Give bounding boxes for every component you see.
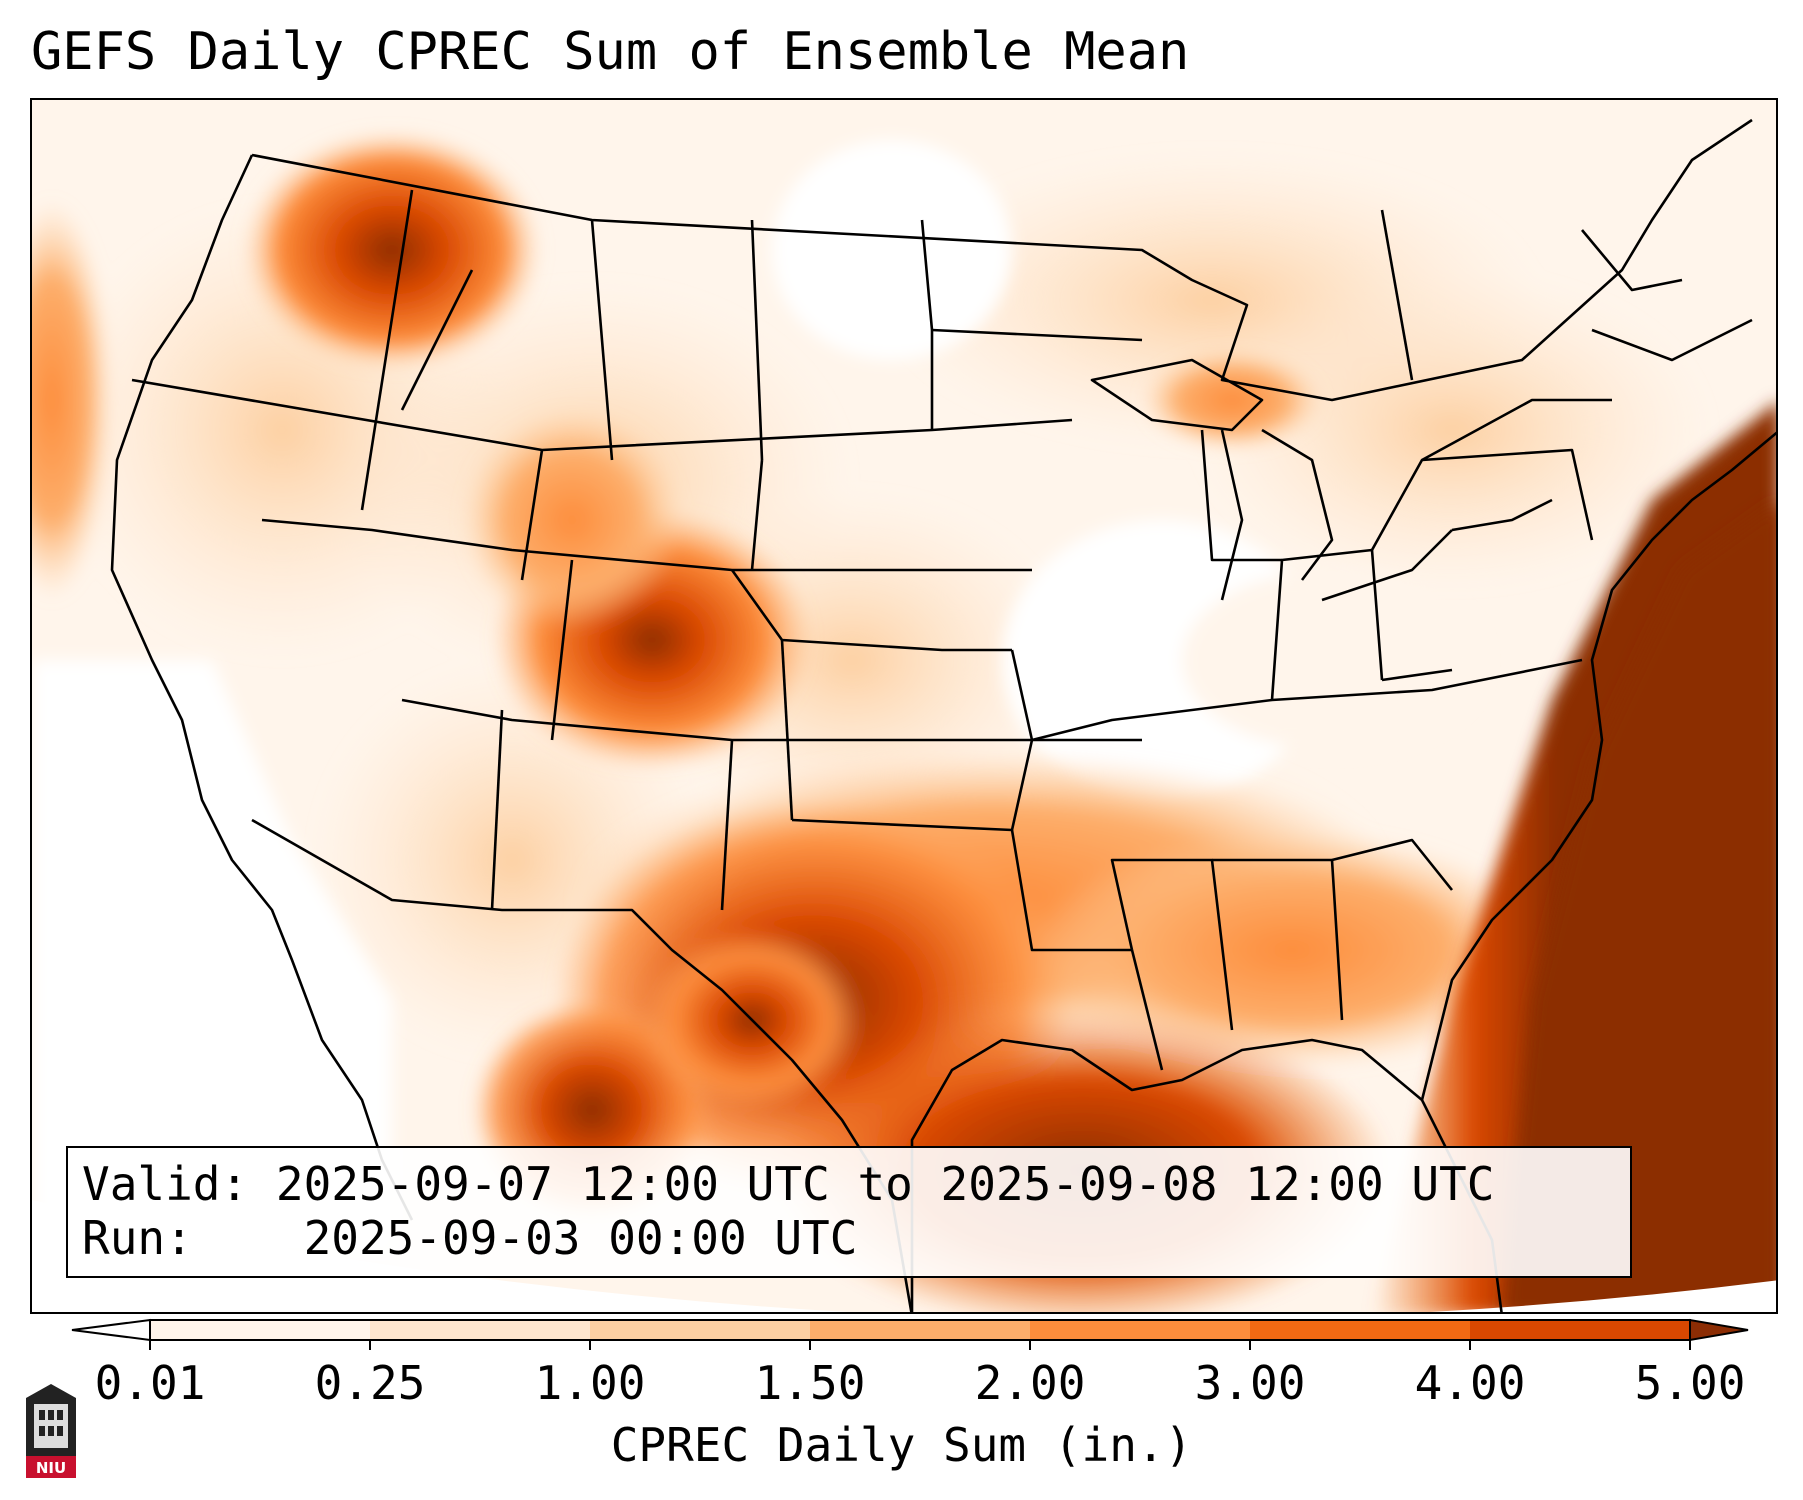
colorbar-tick-label: 1.50: [754, 1356, 866, 1410]
colorbar-segment: [1470, 1320, 1691, 1340]
map-svg: [32, 100, 1776, 1312]
valid-value: 2025-09-07 12:00 UTC to 2025-09-08 12:00…: [275, 1157, 1495, 1211]
colorbar-segment: [370, 1320, 591, 1340]
colorbar-segment: [150, 1320, 371, 1340]
niu-logo: NIU: [26, 1384, 76, 1478]
map-title: GEFS Daily CPREC Sum of Ensemble Mean: [31, 22, 1190, 82]
colorbar-label: CPREC Daily Sum (in.): [610, 1418, 1193, 1472]
colorbar-segment: [1030, 1320, 1251, 1340]
colorbar-tick-label: 0.25: [314, 1356, 426, 1410]
precipitation-map[interactable]: [30, 98, 1778, 1314]
valid-label: Valid:: [82, 1157, 249, 1211]
precip-field-none: [32, 140, 1482, 1250]
colorbar-segment: [590, 1320, 811, 1340]
colorbar: [71, 1318, 1749, 1350]
run-value: 2025-09-03 00:00 UTC: [303, 1211, 858, 1265]
colorbar-segment: [810, 1320, 1031, 1340]
colorbar-tick-label: 4.00: [1414, 1356, 1526, 1410]
colorbar-over-arrow: [1689, 1318, 1749, 1342]
colorbar-ticks: [149, 1340, 1691, 1350]
colorbar-tick-label: 0.01: [94, 1356, 206, 1410]
colorbar-tick-label: 2.00: [974, 1356, 1086, 1410]
colorbar-segments: [71, 1318, 1749, 1342]
colorbar-tick-label: 3.00: [1194, 1356, 1306, 1410]
svg-text:NIU: NIU: [36, 1459, 66, 1477]
colorbar-tick-label: 5.00: [1634, 1356, 1746, 1410]
colorbar-under-arrow: [71, 1318, 151, 1342]
run-label: Run:: [82, 1211, 193, 1265]
validity-info-box: Valid: 2025-09-07 12:00 UTC to 2025-09-0…: [66, 1146, 1632, 1278]
colorbar-segment: [1250, 1320, 1471, 1340]
projection-edge: [32, 1200, 1776, 1312]
colorbar-tick-label: 1.00: [534, 1356, 646, 1410]
colorbar-outline: [149, 1319, 1691, 1341]
